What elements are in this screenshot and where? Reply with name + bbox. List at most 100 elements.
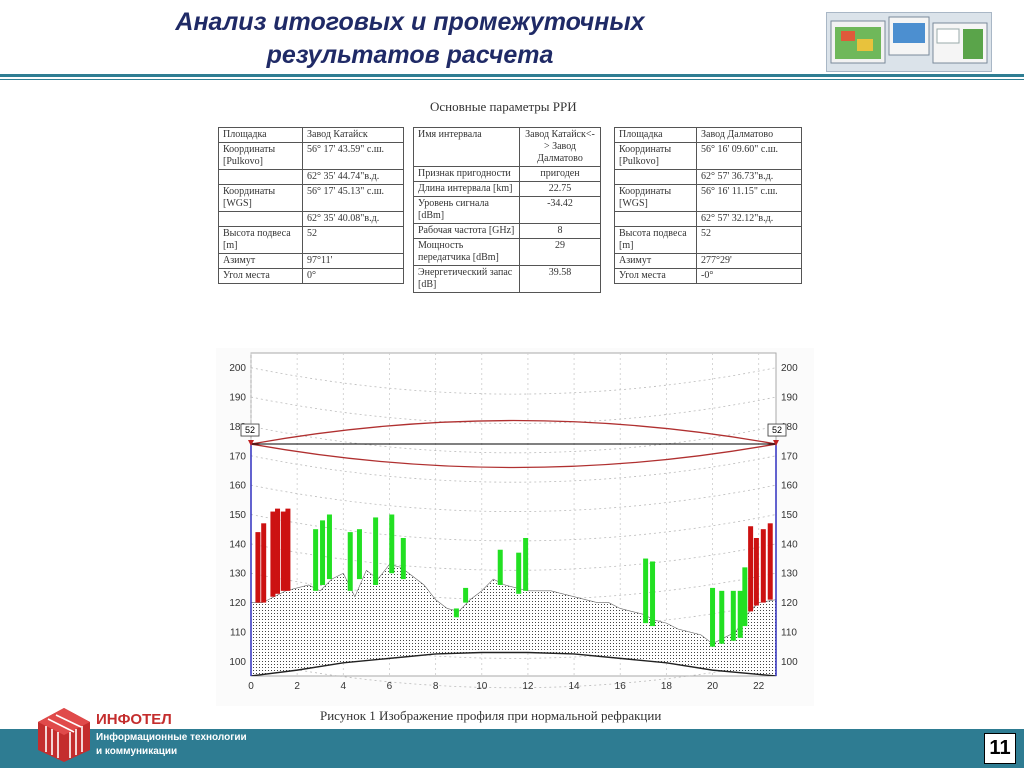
- table-cell: Координаты [WGS]: [218, 184, 303, 212]
- y-tick-label-right: 190: [781, 393, 798, 404]
- table-cell: Рабочая частота [GHz]: [413, 223, 520, 239]
- y-tick-label-right: 110: [781, 627, 797, 638]
- figure-caption: Рисунок 1 Изображение профиля при нормал…: [320, 708, 662, 723]
- table-cell: 29: [519, 238, 601, 266]
- table-row: Уровень сигнала [dBm] -34.42: [413, 196, 601, 224]
- brand-tagline-line2: и коммуникации: [96, 746, 178, 757]
- header-rule-thin: [0, 79, 1024, 80]
- table-cell: Угол места: [614, 268, 697, 284]
- antenna-height-label: 52: [772, 425, 782, 435]
- vegetation-bar: [373, 517, 379, 585]
- table-cell: Высота подвеса [m]: [614, 226, 697, 254]
- table-cell: 62° 57' 32.12"в.д.: [696, 211, 802, 227]
- table-cell: Уровень сигнала [dBm]: [413, 196, 520, 224]
- table-cell: 97°11': [302, 253, 404, 269]
- table-cell: 0°: [302, 268, 404, 284]
- slide-number: 11: [984, 733, 1016, 764]
- table-cell: Энергетический запас [dB]: [413, 265, 520, 293]
- table-cell: [218, 211, 303, 227]
- left-antenna-marker: [248, 440, 254, 447]
- y-tick-label-left: 170: [229, 451, 246, 462]
- table-row: Азимут 97°11': [218, 253, 404, 269]
- brand-name: ИНФОТЕЛ: [96, 711, 172, 728]
- thumbnail-image: [830, 16, 988, 64]
- vegetation-bar: [730, 590, 736, 641]
- profile-chart-panel: 100 100 110 110 120 120 130 130 140 140 150 150 160 1…: [216, 348, 814, 706]
- vegetation-bar: [737, 590, 743, 638]
- table-cell: Угол места: [218, 268, 303, 284]
- building-bar: [748, 526, 754, 612]
- table-cell: [218, 169, 303, 185]
- table-row: Координаты [Pulkovo] 56° 16' 09.60" с.ш.: [614, 142, 802, 170]
- vegetation-bar: [313, 529, 319, 591]
- table-row: Мощность передатчика [dBm] 29: [413, 238, 601, 266]
- table-cell: [614, 169, 697, 185]
- x-tick-label: 0: [248, 681, 254, 692]
- vegetation-bar: [400, 537, 406, 580]
- y-tick-label-left: 110: [230, 627, 246, 638]
- table-cell: Имя интервала: [413, 127, 520, 167]
- table-cell: Азимут: [614, 253, 697, 269]
- table-cell: 62° 35' 44.74"в.д.: [302, 169, 404, 185]
- y-tick-label-right: 150: [781, 510, 798, 521]
- vegetation-bar: [326, 514, 332, 580]
- y-tick-label-right: 170: [781, 451, 798, 462]
- table-cell: Признак пригодности: [413, 166, 520, 182]
- table-cell: 8: [519, 223, 601, 239]
- table-cell: [614, 211, 697, 227]
- building-bar: [285, 508, 291, 591]
- building-bar: [767, 523, 773, 600]
- table-row: 62° 35' 44.74"в.д.: [218, 169, 404, 185]
- table-row: Рабочая частота [GHz] 8: [413, 223, 601, 239]
- building-bar: [255, 532, 261, 603]
- table-cell: 22.75: [519, 181, 601, 197]
- table-row: 62° 57' 32.12"в.д.: [614, 211, 802, 227]
- building-bar: [270, 511, 276, 597]
- y-tick-label-left: 120: [229, 598, 246, 609]
- y-tick-label-left: 130: [229, 569, 246, 580]
- table-cell: Координаты [Pulkovo]: [614, 142, 697, 170]
- table-cell: Мощность передатчика [dBm]: [413, 238, 520, 266]
- table-cell: Координаты [Pulkovo]: [218, 142, 303, 170]
- table-cell: Координаты [WGS]: [614, 184, 697, 212]
- table-cell: 56° 16' 09.60" с.ш.: [696, 142, 802, 170]
- header-rule: [0, 74, 1024, 77]
- table-row: Координаты [WGS] 56° 17' 45.13" с.ш.: [218, 184, 404, 212]
- infotel-logo: [34, 706, 94, 764]
- table-row: Признак пригодности пригоден: [413, 166, 601, 182]
- site-b-params-table: Площадка Завод Далматово Координаты [Pulk…: [614, 127, 802, 284]
- building-bar: [753, 537, 759, 606]
- table-row: 62° 35' 40.08"в.д.: [218, 211, 404, 227]
- table-cell: Площадка: [614, 127, 697, 143]
- x-tick-label: 16: [615, 681, 627, 692]
- table-cell: 56° 16' 11.15" с.ш.: [696, 184, 802, 212]
- table-row: 62° 57' 36.73"в.д.: [614, 169, 802, 185]
- building-bar: [261, 523, 267, 603]
- right-antenna-marker: [773, 440, 779, 447]
- table-cell: пригоден: [519, 166, 601, 182]
- table-cell: -0°: [696, 268, 802, 284]
- table-cell: 56° 17' 43.59" с.ш.: [302, 142, 404, 170]
- x-tick-label: 2: [294, 681, 300, 692]
- table-cell: -34.42: [519, 196, 601, 224]
- fresnel-zone: [251, 419, 776, 469]
- infotel-logo-icon: [38, 708, 90, 762]
- vegetation-bar: [356, 529, 362, 580]
- x-tick-label: 18: [661, 681, 673, 692]
- antenna-height-label: 52: [245, 425, 255, 435]
- earth-bulge-line: [251, 651, 776, 676]
- x-tick-label: 20: [707, 681, 719, 692]
- vegetation-bar: [650, 561, 656, 627]
- y-tick-label-right: 160: [781, 481, 798, 492]
- y-tick-label-right: 200: [781, 363, 798, 374]
- vegetation-bar: [347, 532, 353, 591]
- brand-tagline-line1: Информационные технологии: [96, 732, 247, 743]
- vegetation-bar: [523, 537, 529, 591]
- table-cell: 277°29': [696, 253, 802, 269]
- vegetation-bar: [463, 587, 469, 603]
- slide-title: Анализ итоговых и промежуточных результа…: [120, 6, 700, 72]
- building-bar: [275, 508, 281, 594]
- slide-title-line2: результатов расчета: [266, 41, 554, 69]
- table-row: Угол места -0°: [614, 268, 802, 284]
